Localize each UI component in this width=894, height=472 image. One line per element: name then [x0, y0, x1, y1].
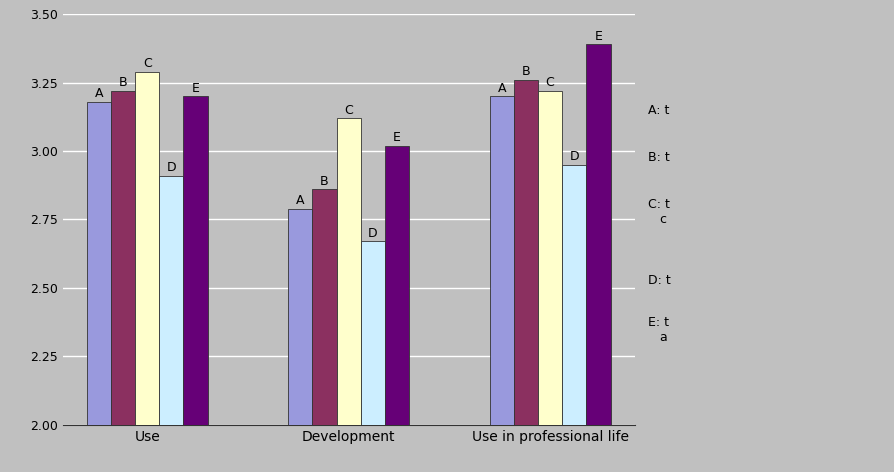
Text: E: t
   a: E: t a — [648, 316, 669, 344]
Bar — [87, 102, 111, 472]
Bar — [490, 96, 514, 472]
Bar — [361, 241, 385, 472]
Bar — [586, 44, 611, 472]
Bar — [562, 165, 586, 472]
Text: D: D — [368, 227, 377, 240]
Text: A: t: A: t — [648, 104, 670, 117]
Text: A: A — [296, 194, 305, 207]
Bar — [514, 80, 538, 472]
Bar — [288, 209, 312, 472]
Bar — [385, 145, 409, 472]
Text: C: C — [344, 104, 353, 117]
Text: E: E — [595, 30, 603, 43]
Text: D: D — [569, 151, 579, 163]
Text: C: C — [143, 57, 152, 70]
Text: C: t
   c: C: t c — [648, 198, 670, 226]
Text: A: A — [95, 87, 103, 101]
Bar — [312, 189, 336, 472]
Text: E: E — [191, 82, 199, 95]
Text: B: B — [320, 175, 329, 188]
Text: D: D — [166, 161, 176, 174]
Text: B: B — [119, 76, 127, 90]
Bar — [135, 72, 159, 472]
Text: B: B — [521, 66, 530, 78]
Text: B: t: B: t — [648, 151, 670, 164]
Bar — [183, 96, 207, 472]
Text: D: t: D: t — [648, 274, 670, 287]
Text: E: E — [393, 131, 401, 144]
Bar — [336, 118, 361, 472]
Bar — [159, 176, 183, 472]
Bar — [538, 91, 562, 472]
Bar — [111, 91, 135, 472]
Text: C: C — [545, 76, 554, 90]
Text: A: A — [498, 82, 506, 95]
